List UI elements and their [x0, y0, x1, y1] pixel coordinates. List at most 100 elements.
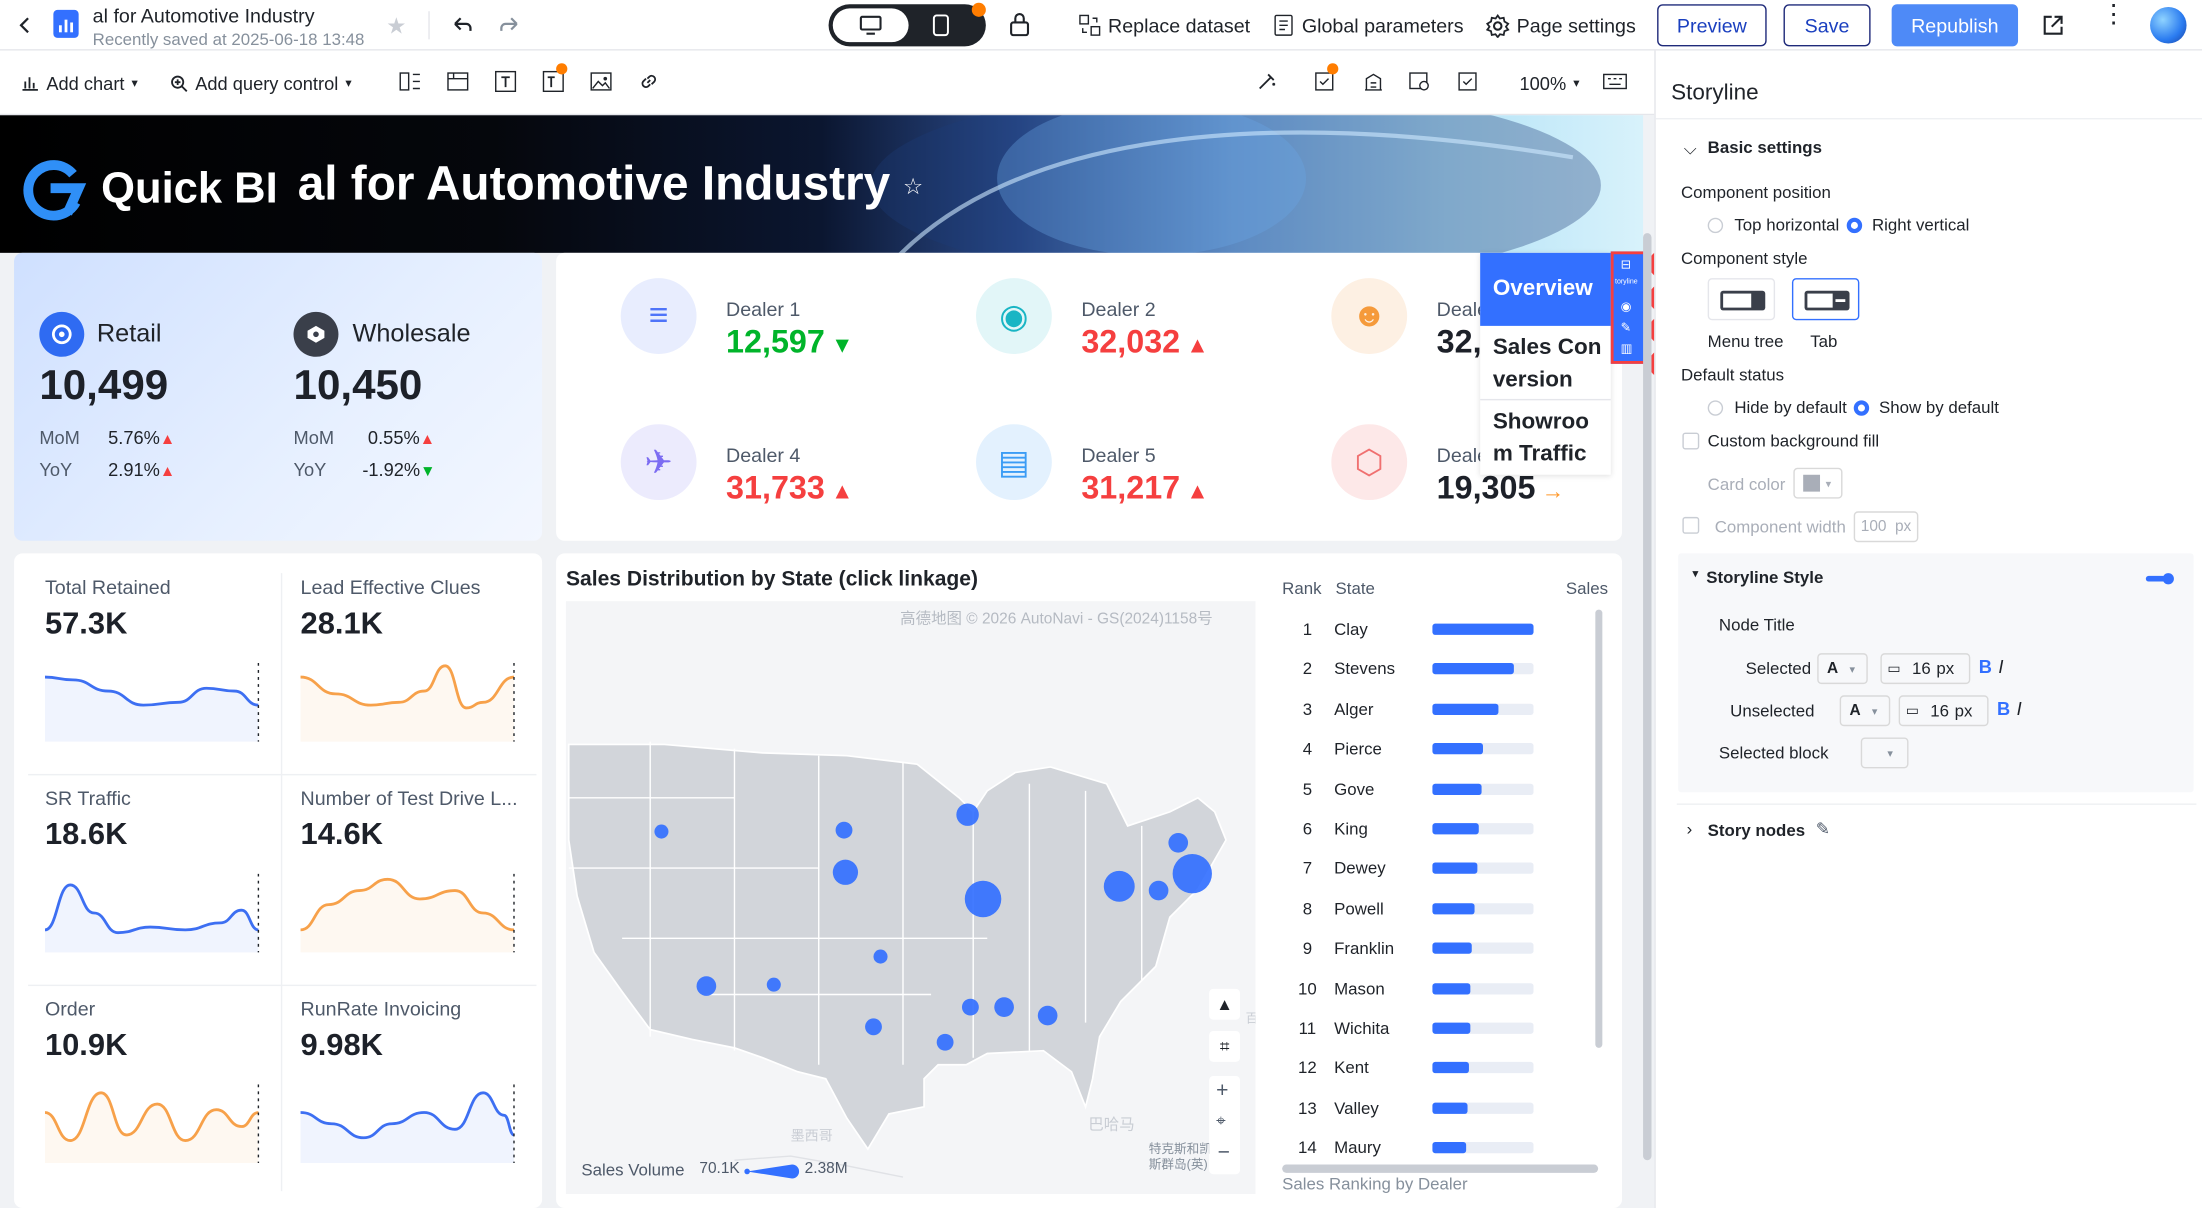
- map-bubble[interactable]: [832, 859, 859, 885]
- map-bubble[interactable]: [865, 1018, 882, 1036]
- republish-button[interactable]: Republish: [1891, 4, 2019, 47]
- chevron-down-icon[interactable]: ⌵: [1683, 139, 1697, 159]
- custom-background-checkbox[interactable]: [1682, 432, 1700, 450]
- ranking-row[interactable]: 8 Powell: [1281, 894, 1534, 922]
- global-parameters-button[interactable]: Global parameters: [1272, 0, 1464, 51]
- tab-container-icon[interactable]: [444, 67, 472, 95]
- caret-down-icon[interactable]: ▾: [1692, 566, 1699, 581]
- map-bubble[interactable]: [1172, 854, 1212, 894]
- storyline-style-header[interactable]: Storyline Style: [1706, 567, 1824, 588]
- ranking-row[interactable]: 11 Wichita: [1281, 1014, 1534, 1042]
- ranking-row[interactable]: 7 Dewey: [1281, 855, 1534, 883]
- ranking-row[interactable]: 4 Pierce: [1281, 735, 1534, 763]
- right-vertical-radio[interactable]: [1846, 217, 1863, 234]
- save-button[interactable]: Save: [1783, 4, 1871, 47]
- storyline-node-sales-conversion[interactable]: Sales Con version: [1480, 327, 1611, 401]
- map-bubble[interactable]: [654, 824, 669, 839]
- map-bubble[interactable]: [1168, 832, 1189, 853]
- storyline-component-handle[interactable]: ⊟ toryline ◉ ✎ ▥: [1610, 251, 1648, 364]
- open-external-icon[interactable]: [2041, 13, 2066, 38]
- ranking-row[interactable]: 6 King: [1281, 815, 1534, 843]
- selected-block-select[interactable]: ▾: [1860, 737, 1909, 769]
- storyline-style-toggle[interactable]: [2145, 573, 2174, 585]
- menu-tree-style-option[interactable]: [1707, 278, 1776, 321]
- add-query-control-button[interactable]: Add query control ▾: [170, 58, 352, 109]
- magic-brush-icon[interactable]: [1253, 67, 1281, 95]
- unselected-size-input[interactable]: ▭ 16 px: [1898, 695, 1989, 727]
- canvas-scrollbar[interactable]: [1643, 233, 1652, 1161]
- ranking-row[interactable]: 5 Gove: [1281, 775, 1534, 803]
- rich-text-icon[interactable]: [539, 63, 568, 95]
- map-bubble[interactable]: [835, 821, 853, 839]
- ranking-row[interactable]: 2 Stevens: [1281, 655, 1534, 683]
- map-bubble[interactable]: [964, 880, 1002, 918]
- storyline-node-showroom-traffic[interactable]: Showroo m Traffic: [1492, 410, 1589, 467]
- building-icon[interactable]: [1359, 67, 1387, 95]
- image-icon[interactable]: [587, 67, 615, 95]
- undo-icon[interactable]: [449, 13, 474, 38]
- crop-icon[interactable]: ⌗: [1209, 1031, 1241, 1062]
- story-nodes-header[interactable]: Story nodes: [1707, 820, 1806, 840]
- map-bubble[interactable]: [1148, 880, 1169, 901]
- keyboard-icon[interactable]: [1601, 67, 1629, 95]
- replace-dataset-button[interactable]: Replace dataset: [1079, 0, 1250, 51]
- unselected-font-select[interactable]: A ▾: [1839, 695, 1891, 727]
- star-outline-icon[interactable]: ☆: [902, 175, 924, 200]
- zoom-out-icon[interactable]: −: [1217, 1140, 1230, 1165]
- edit-icon[interactable]: ✎: [1620, 320, 1632, 335]
- add-chart-button[interactable]: Add chart ▾: [21, 58, 138, 109]
- user-avatar[interactable]: [2150, 7, 2187, 44]
- lock-icon[interactable]: [1008, 11, 1030, 37]
- link-icon[interactable]: [635, 67, 663, 95]
- page-settings-button[interactable]: Page settings: [1485, 0, 1636, 51]
- map-bubble[interactable]: [1037, 1005, 1058, 1026]
- component-width-input[interactable]: 100 px: [1853, 511, 1919, 543]
- map-bubble[interactable]: [873, 949, 888, 964]
- ranking-row[interactable]: 13 Valley: [1281, 1094, 1534, 1122]
- redo-icon[interactable]: [497, 13, 522, 38]
- show-by-default-radio[interactable]: [1853, 400, 1870, 416]
- edit-icon[interactable]: ✎: [1815, 818, 1830, 839]
- selected-font-select[interactable]: A ▾: [1817, 653, 1868, 685]
- zoom-in-icon[interactable]: +: [1216, 1078, 1229, 1103]
- more-icon[interactable]: ⋮: [2100, 0, 2127, 29]
- preview-button[interactable]: Preview: [1657, 4, 1767, 47]
- layout-icon[interactable]: [396, 67, 424, 95]
- ranking-h-scrollbar[interactable]: [1282, 1164, 1599, 1173]
- unselected-italic-button[interactable]: I: [2016, 698, 2022, 720]
- checklist-icon[interactable]: [1310, 63, 1339, 95]
- zoom-select[interactable]: 100% ▾: [1519, 58, 1579, 109]
- ranking-row[interactable]: 12 Kent: [1281, 1054, 1534, 1082]
- storyline-node-overview[interactable]: Overview: [1480, 252, 1611, 326]
- mobile-mode-button[interactable]: [932, 14, 949, 43]
- map-bubble[interactable]: [766, 977, 781, 992]
- star-icon[interactable]: ★: [386, 15, 407, 40]
- locate-icon[interactable]: ⌖: [1216, 1111, 1226, 1131]
- ranking-row[interactable]: 9 Franklin: [1281, 934, 1534, 962]
- ranking-row[interactable]: 3 Alger: [1281, 695, 1534, 723]
- back-button[interactable]: [14, 0, 36, 51]
- eye-icon[interactable]: ◉: [1620, 299, 1632, 314]
- selected-bold-button[interactable]: B: [1978, 655, 1992, 678]
- warning-icon[interactable]: ▲: [1209, 988, 1241, 1020]
- map-bubble[interactable]: [961, 998, 979, 1016]
- map-bubble[interactable]: [994, 997, 1014, 1017]
- map-area[interactable]: 高德地图 © 2026 AutoNavi - GS(2024)1158号 墨西哥…: [565, 601, 1256, 1194]
- map-bubble[interactable]: [1103, 870, 1135, 902]
- tab-style-option[interactable]: [1791, 278, 1860, 321]
- hide-by-default-radio[interactable]: [1707, 400, 1724, 416]
- basic-settings-header[interactable]: Basic settings: [1707, 137, 1822, 158]
- unselected-bold-button[interactable]: B: [1996, 698, 2011, 720]
- ranking-scrollbar[interactable]: [1595, 609, 1603, 1048]
- ranking-row[interactable]: 14 Maury: [1281, 1134, 1534, 1162]
- map-bubble[interactable]: [956, 803, 979, 826]
- ranking-row[interactable]: 1 Clay: [1281, 615, 1534, 643]
- map-bubble[interactable]: [696, 976, 717, 996]
- selected-italic-button[interactable]: I: [1998, 655, 2004, 678]
- component-width-checkbox[interactable]: [1682, 516, 1700, 534]
- top-horizontal-radio[interactable]: [1707, 217, 1724, 234]
- preview-check-icon[interactable]: [1406, 67, 1434, 95]
- trash-icon[interactable]: ▥: [1620, 341, 1633, 356]
- chevron-right-icon[interactable]: ›: [1686, 818, 1693, 839]
- ranking-row[interactable]: 10 Mason: [1281, 974, 1534, 1002]
